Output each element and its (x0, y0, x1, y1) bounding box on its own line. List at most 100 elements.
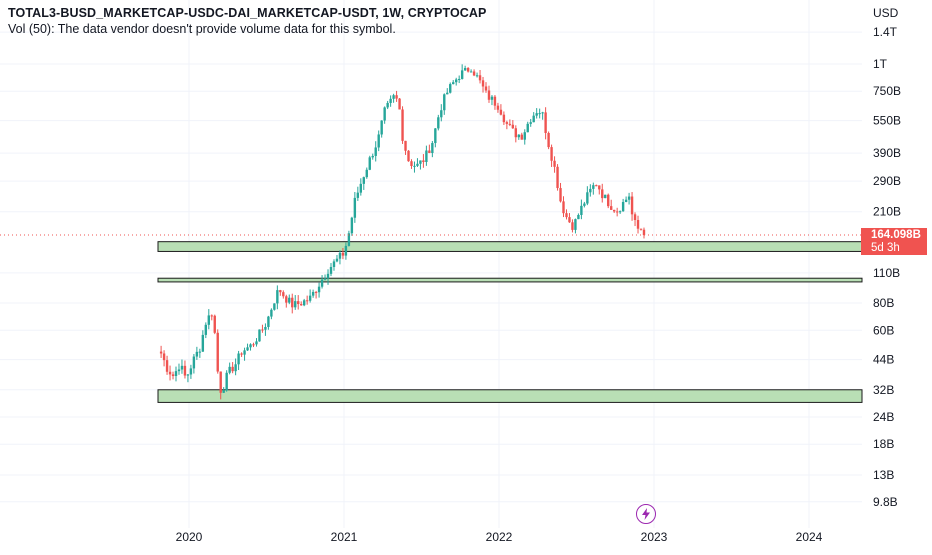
candle-body (219, 371, 222, 393)
y-tick-label: 32B (873, 383, 894, 397)
candle-body (434, 128, 437, 144)
event-badge[interactable] (636, 504, 656, 524)
candle-body (586, 192, 589, 204)
candle-body (553, 160, 556, 167)
chart-title: TOTAL3-BUSD_MARKETCAP-USDC-DAI_MARKETCAP… (8, 6, 487, 20)
candle-body (598, 185, 601, 190)
candle-body (466, 68, 470, 72)
candle-body (428, 150, 431, 153)
candle-body (285, 296, 288, 303)
candle-body (452, 82, 455, 85)
candle-body (359, 183, 363, 193)
candle-body (162, 353, 166, 361)
candle-body (449, 84, 452, 93)
candle-body (496, 105, 500, 110)
candle-body (630, 196, 634, 215)
candle-body (329, 266, 333, 274)
candle-body (362, 177, 365, 184)
y-tick-label: 44B (873, 353, 894, 367)
candle-body (595, 185, 598, 187)
candle-body (532, 115, 535, 123)
support-zone[interactable] (157, 277, 863, 283)
support-zone[interactable] (157, 241, 863, 252)
candle-body (425, 150, 428, 163)
candle-body (624, 199, 628, 203)
candle-body (615, 211, 619, 213)
candle-body (353, 197, 357, 218)
y-tick-label: 80B (873, 296, 894, 310)
candle-body (404, 140, 407, 151)
candle-body (311, 291, 315, 296)
candle-body (574, 219, 577, 230)
candle-body (478, 75, 482, 81)
candle-body (621, 202, 625, 212)
candle-body (499, 109, 503, 115)
candle-body (607, 194, 610, 207)
candle-body (577, 214, 580, 220)
candle-body (446, 92, 449, 95)
candle-body (252, 344, 255, 346)
candle-body (562, 201, 565, 214)
y-tick-label: 550B (873, 114, 901, 128)
x-tick-label: 2024 (796, 530, 823, 544)
support-zones[interactable] (157, 241, 863, 403)
candle-body (511, 124, 515, 129)
candle-body (529, 122, 532, 124)
candle-body (350, 217, 354, 234)
lightning-icon (642, 508, 650, 520)
candle-body (308, 295, 312, 301)
candle-body (326, 273, 330, 279)
candle-body (192, 356, 196, 369)
candle-body (335, 258, 339, 262)
candle-body (609, 206, 613, 210)
candle-body (371, 155, 374, 158)
x-tick-label: 2020 (176, 530, 203, 544)
candle-body (159, 351, 163, 354)
candle-body (264, 326, 267, 330)
candle-body (520, 134, 523, 140)
candle-body (237, 353, 240, 365)
candle-body (386, 102, 389, 108)
candle-body (589, 188, 592, 193)
candle-body (299, 304, 303, 306)
candle-body (297, 301, 300, 305)
bar-countdown: 5d 3h (871, 242, 900, 254)
y-tick-label: 750B (873, 84, 901, 98)
candle-body (183, 365, 187, 376)
y-tick-label: 13B (873, 468, 894, 482)
currency-label[interactable]: USD (873, 6, 899, 20)
candle-body (365, 169, 368, 178)
candle-body (457, 78, 461, 80)
candle-body (267, 316, 270, 327)
candle-body (535, 113, 538, 116)
candle-body (380, 120, 383, 135)
candle-body (270, 309, 273, 317)
candle-body (392, 95, 395, 99)
candle-body (240, 353, 243, 355)
candle-body (341, 252, 345, 256)
candle-body (633, 214, 637, 221)
candle-body (276, 290, 279, 304)
candle-body (490, 96, 494, 100)
price-axis[interactable]: 1.4T 1T 750B 550B 390B 290B 210B 110B 80B 60B 44B 3… (873, 25, 901, 509)
candle-body (454, 79, 458, 83)
x-tick-label: 2023 (641, 530, 668, 544)
candle-body (580, 205, 583, 215)
candle-body (565, 213, 568, 218)
candle-body (344, 245, 348, 256)
candle-body (401, 109, 404, 141)
last-price-value: 164.098B (871, 229, 921, 241)
support-zone[interactable] (157, 389, 863, 403)
candle-body (547, 132, 550, 148)
volume-note: Vol (50): The data vendor doesn't provid… (8, 22, 396, 36)
candle-body (195, 351, 199, 357)
candle-body (225, 372, 228, 391)
time-axis[interactable]: 2020 2021 2022 2023 2024 (176, 530, 823, 544)
candle-body (165, 360, 169, 372)
candle-body (210, 315, 213, 317)
candle-body (505, 122, 509, 124)
candle-body (592, 185, 595, 189)
candle-body (291, 297, 294, 308)
candle-body (627, 196, 631, 200)
